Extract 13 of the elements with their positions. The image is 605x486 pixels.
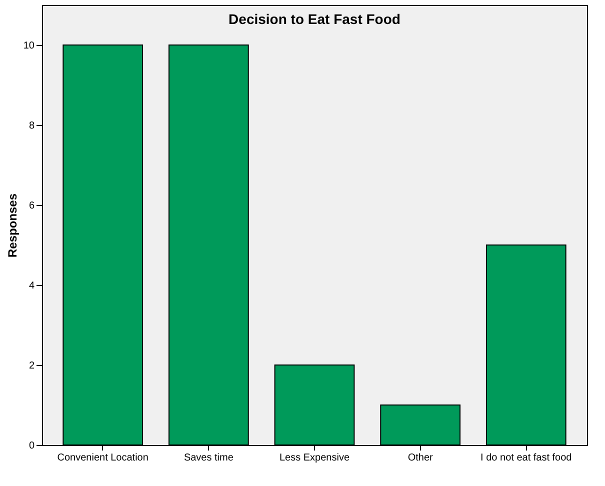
y-tick-label: 2 [28, 360, 35, 372]
x-tick-label: I do not eat fast food [480, 452, 572, 464]
chart-title: Decision to Eat Fast Food [228, 11, 400, 27]
y-tick-label: 8 [28, 120, 35, 132]
x-tick-label: Convenient Location [57, 452, 148, 464]
y-tick-label: 10 [23, 40, 35, 52]
y-tick-label: 4 [28, 280, 35, 292]
x-tick-label: Less Expensive [279, 452, 350, 464]
x-tick-label: Other [408, 452, 434, 464]
y-tick-label: 0 [28, 440, 35, 452]
y-tick-label: 6 [28, 200, 35, 212]
x-tick-label: Saves time [184, 452, 234, 464]
y-axis-title: Responses [5, 193, 20, 258]
